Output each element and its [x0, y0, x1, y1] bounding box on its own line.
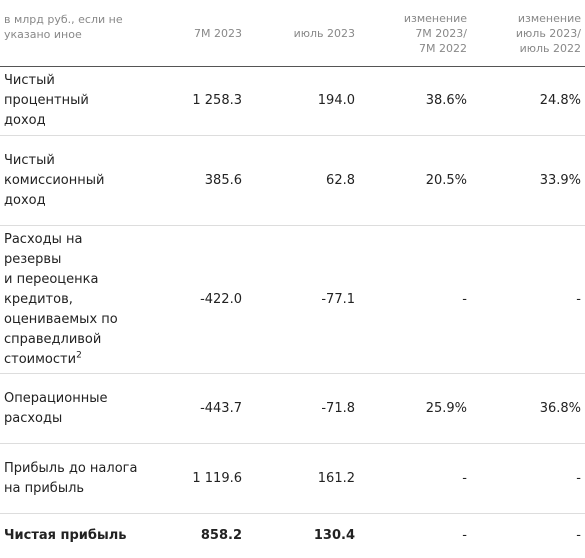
value-cell: -422.0 [140, 225, 246, 374]
label-line: комиссионный [4, 172, 105, 188]
label-line: Чистая прибыль [4, 527, 127, 543]
value-cell: 33.9% [471, 135, 585, 226]
label-line: оцениваемых по [4, 311, 118, 327]
header-line: изменение [403, 11, 467, 25]
value-cell: 130.4 [313, 527, 355, 543]
row-label: Операционные расходы [0, 373, 140, 444]
value-cell: 161.2 [246, 443, 359, 514]
header-line: 7M 2023 [194, 26, 242, 40]
column-header: июль 2023 [246, 0, 359, 67]
table-row: Прибыль до налога на прибыль 1 119.6 161.2-… [0, 443, 585, 514]
header-line: изменение [517, 11, 581, 25]
value-cell: 1 258.3 [140, 66, 246, 136]
value-cell: - [471, 225, 585, 374]
header-row: в млрд руб., если не указано иное 7M 2023 и… [0, 0, 585, 67]
label-line: кредитов, [4, 291, 73, 307]
header-line: указано иное [4, 28, 82, 41]
row-label: Чистый процентный доход [0, 66, 140, 136]
label-line: доход [4, 113, 46, 128]
value-cell: 24.8% [471, 66, 585, 136]
value-cell: 36.8% [471, 373, 585, 444]
column-header: 7M 2023 [140, 0, 246, 67]
row-label: Расходы на резервы и переоценка кредитов, о… [0, 225, 140, 374]
column-header: в млрд руб., если не указано иное [0, 0, 140, 67]
row-label: Чистый комиссионный доход [0, 135, 140, 226]
value-cell: - [359, 225, 471, 374]
label-line: Расходы на резервы [4, 231, 83, 267]
value-cell: - [462, 527, 467, 543]
column-header: изменение июль 2023/июль 2022 [471, 0, 585, 67]
value-cell: 38.6% [359, 66, 471, 136]
value-cell: 858.2 [200, 527, 242, 543]
label-line: стоимости [4, 351, 77, 367]
row-label: Прибыль до налога на прибыль [0, 443, 140, 514]
table-row: Чистый комиссионный доход 385.6 62.8 20.5% 33.… [0, 135, 585, 226]
label-line: Прибыль до налога [4, 460, 138, 476]
column-header: изменение 7M 2023/7M 2022 [359, 0, 471, 67]
label-line: Операционные [4, 390, 108, 406]
value-cell: - [471, 443, 585, 514]
value-cell: -71.8 [246, 373, 359, 444]
label-line: справедливой [4, 331, 102, 347]
footnote-mark: 2 [76, 350, 82, 361]
header-line: 7M 2022 [419, 41, 467, 55]
table-row: Чистая прибыль 858.2 130.4 - - [0, 514, 585, 558]
value-cell: 20.5% [359, 135, 471, 226]
label-line: доход [4, 192, 46, 208]
value-cell: 385.6 [140, 135, 246, 226]
value-cell: 1 119.6 [140, 443, 246, 514]
header-line: июль 2022 [519, 41, 581, 55]
value-cell: 62.8 [246, 135, 359, 226]
label-line: на прибыль [4, 480, 85, 496]
header-line: июль 2023 [293, 26, 355, 40]
value-cell: 25.9% [359, 373, 471, 444]
label-line: и переоценка [4, 271, 99, 287]
row-label: Чистая прибыль [0, 514, 140, 558]
header-line: в млрд руб., если не [4, 13, 123, 26]
table-row: Чистый процентный доход 1 258.3 194.0 38.6% 2… [0, 66, 585, 136]
value-cell: - [359, 443, 471, 514]
header-line: июль 2023/ [515, 26, 581, 40]
value-cell: 194.0 [246, 66, 359, 136]
label-line: Чистый процентный [4, 73, 89, 108]
header-line: 7M 2023/ [415, 26, 467, 40]
label-line: Чистый [4, 152, 55, 168]
label-line: расходы [4, 410, 63, 426]
value-cell: -77.1 [246, 225, 359, 374]
table-row: Расходы на резервы и переоценка кредитов, о… [0, 225, 585, 374]
table-row: Операционные расходы -443.7 -71.8 25.9% 36.8% [0, 373, 585, 444]
value-cell: - [576, 527, 581, 543]
value-cell: -443.7 [140, 373, 246, 444]
